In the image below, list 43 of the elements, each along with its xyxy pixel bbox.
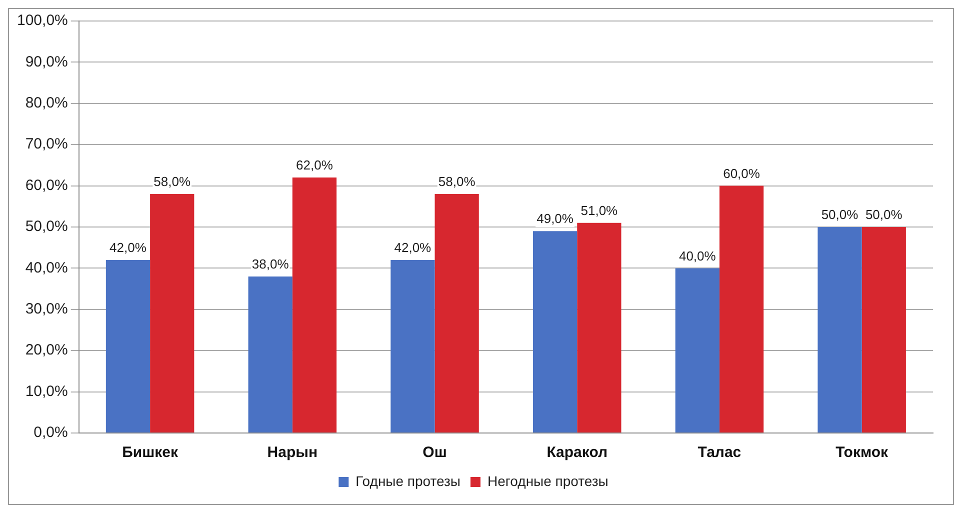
bar [106, 260, 150, 432]
bar [292, 178, 337, 432]
y-tick-label: 50,0% [25, 218, 68, 236]
data-label: 38,0% [252, 256, 290, 272]
bar [577, 222, 622, 432]
bar [532, 231, 578, 432]
y-tick-label: 80,0% [25, 94, 68, 112]
y-tick-label: 90,0% [25, 53, 68, 70]
data-label: 42,0% [394, 240, 432, 256]
y-tick-label: 30,0% [25, 300, 68, 318]
y-tick-label: 10,0% [25, 382, 68, 400]
data-label: 60,0% [723, 166, 760, 181]
x-tick-label: Ош [422, 444, 447, 462]
bar [390, 260, 435, 432]
x-tick-label: Токмок [836, 444, 889, 462]
y-tick-label: 60,0% [25, 176, 68, 194]
y-tick-label: 0,0% [34, 424, 68, 442]
x-tick-label: Бишкек [122, 444, 178, 462]
data-label: 49,0% [536, 211, 574, 226]
y-tick-label: 20,0% [25, 342, 68, 359]
data-label: 58,0% [438, 174, 476, 190]
bar [434, 194, 479, 432]
bar [150, 194, 194, 432]
bar [862, 227, 906, 432]
legend-label: Негодные протезы [487, 472, 608, 489]
data-label: 40,0% [678, 248, 716, 264]
x-tick-label: Каракол [546, 444, 608, 462]
x-tick-label: Нарын [267, 444, 318, 462]
y-tick-label: 100,0% [17, 12, 68, 30]
bar [675, 268, 720, 432]
bar [248, 276, 292, 432]
data-label: 58,0% [154, 174, 191, 190]
bar [719, 186, 764, 432]
data-label: 51,0% [580, 202, 618, 218]
y-tick-label: 40,0% [25, 259, 68, 276]
x-tick-label: Талас [698, 444, 742, 462]
data-label: 42,0% [110, 240, 147, 256]
y-tick-label: 70,0% [25, 136, 68, 153]
data-label: 50,0% [821, 207, 859, 222]
legend-label: Годные протезы [356, 472, 460, 489]
bar [818, 227, 862, 432]
data-label: 62,0% [296, 158, 334, 173]
data-label: 50,0% [865, 207, 903, 222]
